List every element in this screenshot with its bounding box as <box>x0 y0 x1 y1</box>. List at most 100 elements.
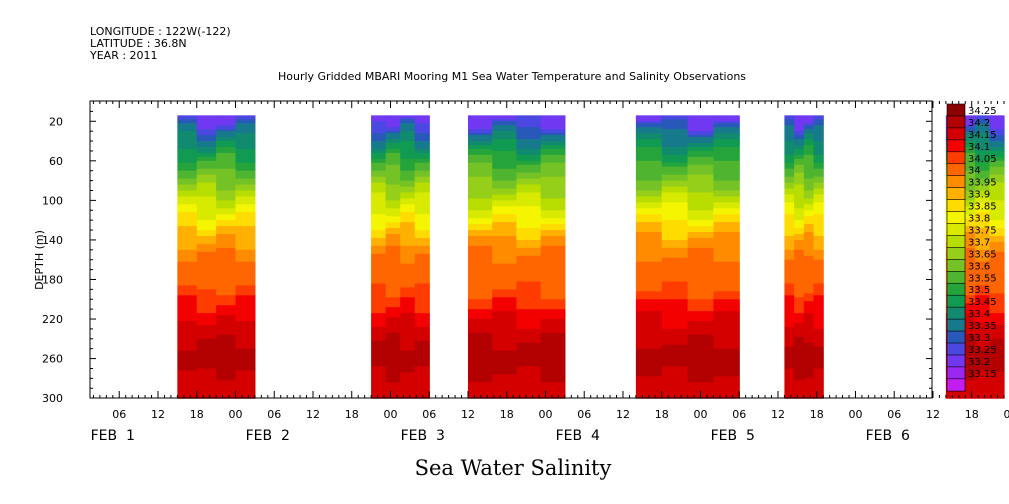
salinity-cell <box>635 380 663 383</box>
salinity-cell <box>414 239 430 243</box>
salinity-cell <box>177 372 198 376</box>
salinity-cell <box>385 362 401 366</box>
salinity-cell <box>960 178 976 182</box>
salinity-cell <box>661 285 689 288</box>
salinity-cell <box>414 287 430 290</box>
salinity-cell <box>813 261 824 265</box>
salinity-cell <box>516 285 542 288</box>
salinity-cell <box>540 127 566 130</box>
salinity-cell <box>467 170 493 174</box>
salinity-cell <box>414 299 430 302</box>
salinity-cell <box>687 237 714 241</box>
salinity-cell <box>196 289 217 292</box>
salinity-cell <box>960 309 976 312</box>
salinity-cell <box>635 196 663 199</box>
salinity-cell <box>960 386 976 389</box>
salinity-cell <box>400 390 416 393</box>
salinity-cell <box>803 234 815 237</box>
salinity-cell <box>687 344 714 348</box>
salinity-cell <box>635 123 663 126</box>
salinity-cell <box>687 249 714 253</box>
salinity-cell <box>400 384 416 387</box>
salinity-cell <box>713 309 740 312</box>
salinity-cell <box>467 362 493 366</box>
salinity-cell <box>467 121 493 124</box>
salinity-cell <box>713 137 740 140</box>
salinity-cell <box>492 214 518 217</box>
salinity-cell <box>216 119 237 122</box>
salinity-cell <box>516 332 542 336</box>
longitude-label: LONGITUDE : 122W(-122) <box>90 25 231 38</box>
salinity-cell <box>713 206 740 209</box>
salinity-cell <box>803 204 815 207</box>
salinity-cell <box>492 396 518 399</box>
salinity-cell <box>989 269 1005 273</box>
salinity-cell <box>492 143 518 146</box>
salinity-cell <box>794 305 805 308</box>
salinity-cell <box>414 194 430 198</box>
salinity-cell <box>661 277 689 281</box>
salinity-cell <box>235 123 256 126</box>
salinity-cell <box>960 344 976 348</box>
salinity-cell <box>635 230 663 233</box>
salinity-cell <box>216 366 237 370</box>
salinity-cell <box>216 386 237 389</box>
salinity-cell <box>974 214 991 217</box>
salinity-cell <box>235 315 256 318</box>
salinity-cell <box>400 218 416 221</box>
salinity-cell <box>516 119 542 122</box>
salinity-cell <box>713 291 740 294</box>
salinity-cell <box>713 168 740 172</box>
salinity-cell <box>635 204 663 207</box>
salinity-cell <box>661 380 689 383</box>
salinity-cell <box>540 354 566 358</box>
salinity-cell <box>385 352 401 356</box>
salinity-cell <box>661 156 689 160</box>
salinity-cell <box>371 150 387 154</box>
salinity-cell <box>813 156 824 160</box>
salinity-cell <box>371 263 387 267</box>
salinity-cell <box>400 220 416 223</box>
salinity-cell <box>467 192 493 196</box>
salinity-cell <box>974 321 991 324</box>
salinity-cell <box>960 127 976 130</box>
salinity-cell <box>661 346 689 350</box>
salinity-cell <box>492 190 518 194</box>
salinity-cell <box>235 259 256 263</box>
salinity-cell <box>467 374 493 377</box>
x-hour-label: 18 <box>345 408 359 421</box>
salinity-cell <box>216 330 237 334</box>
salinity-cell <box>974 125 991 128</box>
salinity-cell <box>467 188 493 192</box>
x-hour-label: 06 <box>422 408 436 421</box>
salinity-cell <box>400 396 416 399</box>
salinity-cell <box>196 366 217 370</box>
salinity-cell <box>661 382 689 385</box>
salinity-cell <box>385 164 401 168</box>
salinity-cell <box>687 245 714 249</box>
salinity-cell <box>371 386 387 389</box>
salinity-cell <box>784 368 795 372</box>
salinity-cell <box>661 192 689 196</box>
salinity-cell <box>400 178 416 182</box>
salinity-cell <box>803 235 815 239</box>
salinity-cell <box>196 396 217 399</box>
salinity-cell <box>196 257 217 261</box>
salinity-cell <box>414 259 430 263</box>
salinity-cell <box>516 206 542 209</box>
salinity-cell <box>784 265 795 269</box>
salinity-cell <box>713 374 740 377</box>
salinity-cell <box>177 330 198 334</box>
salinity-cell <box>784 239 795 243</box>
salinity-cell <box>385 156 401 160</box>
salinity-cell <box>540 143 566 146</box>
salinity-cell <box>467 174 493 178</box>
salinity-cell <box>385 275 401 279</box>
salinity-cell <box>414 218 430 221</box>
salinity-cell <box>216 150 237 154</box>
salinity-cell <box>516 176 542 180</box>
salinity-cell <box>960 358 976 362</box>
salinity-cell <box>813 180 824 184</box>
salinity-cell <box>467 184 493 188</box>
salinity-cell <box>235 354 256 358</box>
